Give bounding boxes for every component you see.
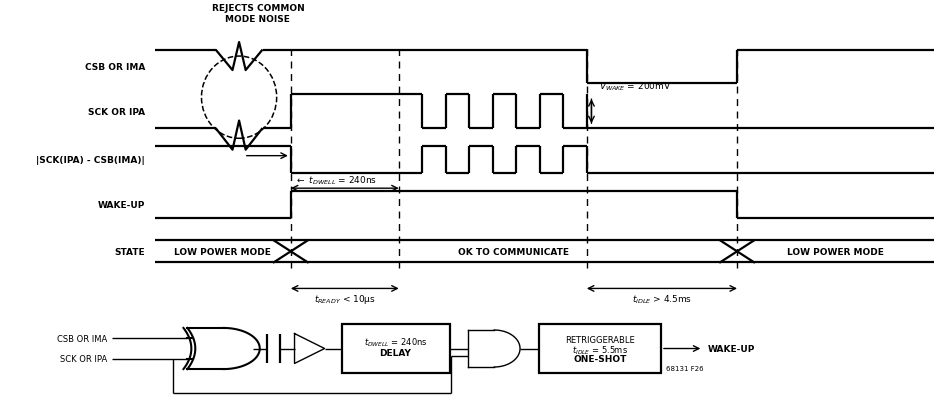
Text: STATE: STATE xyxy=(115,247,145,256)
Text: LOW POWER MODE: LOW POWER MODE xyxy=(174,247,271,256)
Text: $t_{DWELL}$ = 240ns: $t_{DWELL}$ = 240ns xyxy=(364,336,428,348)
Text: CSB OR IMA: CSB OR IMA xyxy=(57,334,107,343)
Text: DELAY: DELAY xyxy=(379,349,411,358)
Text: $t_{IDLE}$ > 4.5ms: $t_{IDLE}$ > 4.5ms xyxy=(632,292,692,305)
Text: $\leftarrow$ $t_{DWELL}$ = 240ns: $\leftarrow$ $t_{DWELL}$ = 240ns xyxy=(296,175,377,187)
Text: REJECTS COMMON
MODE NOISE: REJECTS COMMON MODE NOISE xyxy=(211,4,304,24)
Bar xyxy=(538,324,661,373)
Text: $t_{READY}$ < 10μs: $t_{READY}$ < 10μs xyxy=(314,292,375,305)
Text: SCK OR IPA: SCK OR IPA xyxy=(61,354,107,363)
Text: OK TO COMMUNICATE: OK TO COMMUNICATE xyxy=(459,247,570,256)
Bar xyxy=(341,324,449,373)
Text: ONE-SHOT: ONE-SHOT xyxy=(574,354,627,363)
Text: SCK OR IPA: SCK OR IPA xyxy=(88,107,145,116)
Text: $V_{WAKE}$ = 200mV: $V_{WAKE}$ = 200mV xyxy=(599,81,671,93)
Text: WAKE-UP: WAKE-UP xyxy=(708,344,756,353)
Text: $t_{IDLE}$ = 5.5ms: $t_{IDLE}$ = 5.5ms xyxy=(572,343,628,356)
Text: RETRIGGERABLE: RETRIGGERABLE xyxy=(565,335,635,344)
Text: CSB OR IMA: CSB OR IMA xyxy=(84,63,145,72)
Text: LOW POWER MODE: LOW POWER MODE xyxy=(788,247,884,256)
Text: WAKE-UP: WAKE-UP xyxy=(98,200,145,210)
Text: |SCK(IPA) - CSB(IMA)|: |SCK(IPA) - CSB(IMA)| xyxy=(36,156,145,165)
Text: 68131 F26: 68131 F26 xyxy=(665,365,703,371)
